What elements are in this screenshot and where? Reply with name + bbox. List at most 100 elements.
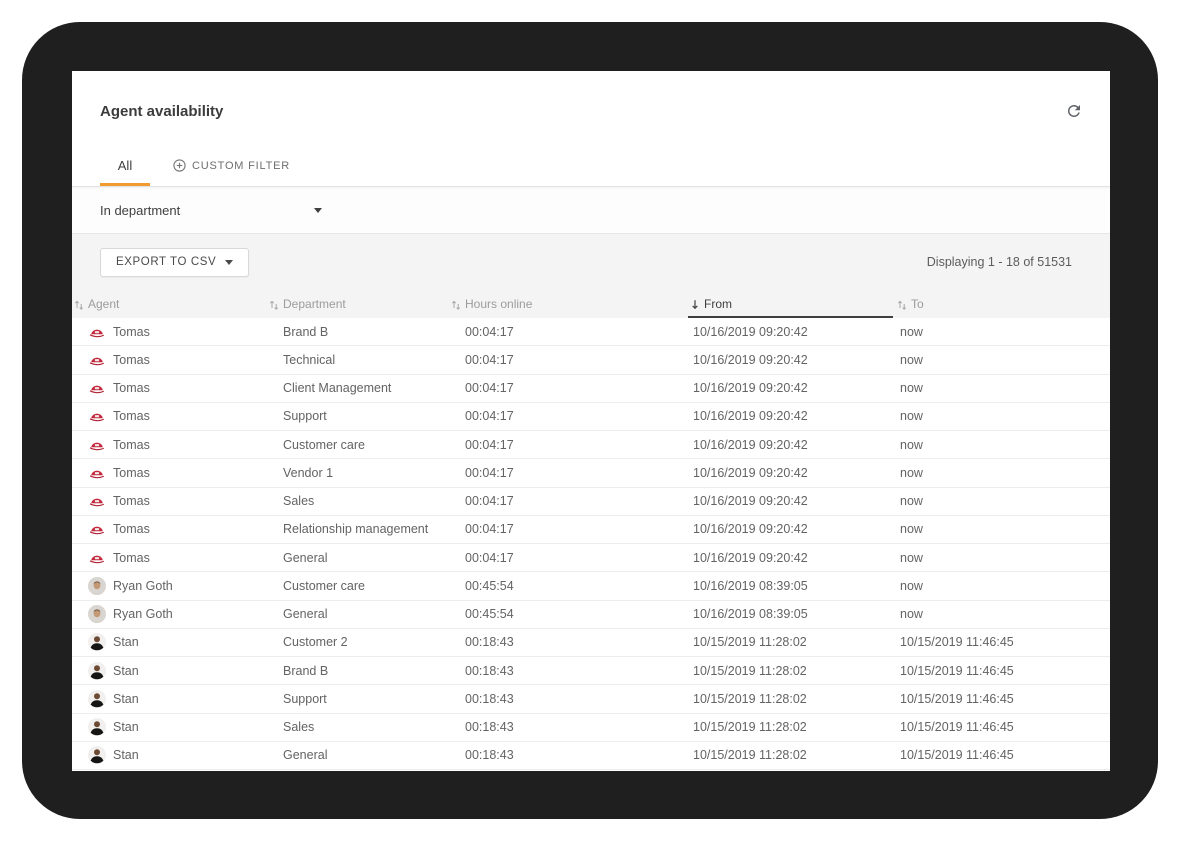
sort-both-icon [451, 300, 461, 310]
from-cell: 10/15/2019 11:28:02 [688, 748, 895, 762]
panel-header: Agent availability All CUSTOM FILTER [72, 71, 1110, 187]
hours-online-cell: 00:18:43 [449, 664, 688, 678]
to-value: now [900, 437, 923, 452]
page-title: Agent availability [100, 103, 224, 120]
hours-online-value: 00:18:43 [465, 691, 514, 706]
agent-avatar [88, 689, 106, 708]
column-header-department[interactable]: Department [267, 297, 449, 311]
from-value: 10/15/2019 11:28:02 [693, 748, 807, 763]
department-cell: Customer care [267, 579, 449, 593]
sort-both-icon [74, 300, 84, 310]
table-row: Stan Support 00:18:43 10/15/2019 11:28:0… [72, 685, 1110, 714]
column-header-from-label: From [704, 297, 732, 311]
tab-all[interactable]: All [100, 148, 150, 186]
hours-online-cell: 00:45:54 [449, 607, 688, 621]
column-header-to-label: To [911, 297, 924, 311]
agent-avatar [88, 661, 106, 680]
red-cap-avatar-icon [89, 442, 104, 450]
from-value: 10/16/2019 09:20:42 [693, 465, 808, 480]
table-row: Ryan Goth General 00:45:54 10/16/2019 08… [72, 601, 1110, 629]
department-value: General [283, 550, 328, 565]
to-cell: now [895, 579, 1110, 593]
from-value: 10/15/2019 11:28:02 [693, 720, 807, 735]
department-cell: Support [267, 692, 449, 706]
hours-online-value: 00:18:43 [465, 635, 514, 650]
from-value: 10/15/2019 11:28:02 [693, 663, 807, 678]
agent-cell: Tomas [72, 492, 267, 510]
export-csv-button[interactable]: EXPORT TO CSV [100, 247, 250, 277]
department-cell: Brand B [267, 664, 449, 678]
red-cap-avatar-icon [89, 329, 104, 337]
from-cell: 10/16/2019 08:39:05 [688, 607, 895, 621]
from-cell: 10/16/2019 09:20:42 [688, 409, 895, 423]
column-header-from[interactable]: From [688, 297, 895, 311]
column-header-to[interactable]: To [895, 297, 1110, 311]
department-cell: General [267, 607, 449, 621]
to-cell: now [895, 381, 1110, 395]
tab-all-label: All [117, 158, 133, 173]
agent-avatar [88, 605, 106, 624]
agent-cell: Stan [72, 718, 267, 737]
table-row: Tomas Customer care 00:04:17 10/16/2019 … [72, 431, 1110, 460]
sort-both-icon [897, 300, 907, 310]
to-value: now [900, 578, 923, 593]
from-value: 10/16/2019 09:20:42 [693, 522, 808, 537]
to-cell: 10/15/2019 11:46:45 [895, 635, 1110, 649]
hours-online-cell: 00:18:43 [449, 748, 688, 762]
sort-both-icon [269, 300, 279, 310]
department-value: Relationship management [283, 522, 429, 537]
silhouette-avatar-icon [88, 689, 106, 708]
agent-cell: Tomas [72, 549, 267, 567]
hours-online-value: 00:04:17 [465, 324, 514, 339]
agent-avatar [88, 492, 106, 510]
agent-avatar [88, 520, 106, 538]
from-value: 10/16/2019 09:20:42 [693, 494, 808, 509]
hours-online-cell: 00:04:17 [449, 353, 688, 367]
agent-cell: Ryan Goth [72, 576, 267, 595]
column-header-hours-online[interactable]: Hours online [449, 297, 688, 311]
tab-custom-filter-label: CUSTOM FILTER [192, 159, 290, 172]
hours-online-value: 00:04:17 [465, 465, 514, 480]
to-value: now [900, 381, 923, 396]
department-value: Sales [283, 494, 315, 509]
agent-name: Ryan Goth [113, 578, 173, 593]
hours-online-cell: 00:04:17 [449, 325, 688, 339]
to-cell: now [895, 494, 1110, 508]
department-filter-select[interactable]: In department [100, 203, 322, 218]
agent-name: Stan [113, 720, 139, 735]
agent-avatar [88, 436, 106, 454]
plus-circle-icon [173, 159, 186, 172]
agent-name: Tomas [113, 522, 150, 537]
to-cell: 10/15/2019 11:46:45 [895, 748, 1110, 762]
department-value: Customer care [283, 437, 365, 452]
hours-online-value: 00:18:43 [465, 748, 514, 763]
column-header-hours-online-label: Hours online [465, 297, 533, 311]
chevron-down-icon [314, 207, 322, 213]
department-value: Sales [283, 720, 315, 735]
to-cell: now [895, 607, 1110, 621]
red-cap-avatar-icon [89, 498, 104, 507]
refresh-button[interactable] [1062, 99, 1086, 123]
hours-online-value: 00:45:54 [465, 578, 514, 593]
hours-online-cell: 00:04:17 [449, 466, 688, 480]
hours-online-value: 00:04:17 [465, 550, 514, 565]
department-cell: Sales [267, 720, 449, 734]
to-value: now [900, 352, 923, 367]
department-value: General [283, 748, 328, 763]
chevron-down-icon [225, 259, 234, 265]
agent-avatar [88, 633, 106, 652]
table-row: Stan Customer 2 00:18:43 10/15/2019 11:2… [72, 629, 1110, 657]
agent-name: Tomas [113, 409, 150, 424]
column-header-agent[interactable]: Agent [72, 297, 267, 311]
department-cell: Support [267, 409, 449, 423]
silhouette-avatar-icon [88, 718, 106, 737]
hours-online-value: 00:18:43 [465, 720, 514, 735]
export-csv-label: EXPORT TO CSV [116, 256, 217, 268]
tab-custom-filter[interactable]: CUSTOM FILTER [171, 148, 292, 186]
hours-online-cell: 00:18:43 [449, 720, 688, 734]
table-row: Ryan Goth Customer care 00:45:54 10/16/2… [72, 572, 1110, 601]
agent-name: Stan [113, 663, 139, 678]
department-value: Support [283, 691, 327, 706]
hours-online-cell: 00:18:43 [449, 635, 688, 649]
red-cap-avatar-icon [89, 357, 104, 366]
